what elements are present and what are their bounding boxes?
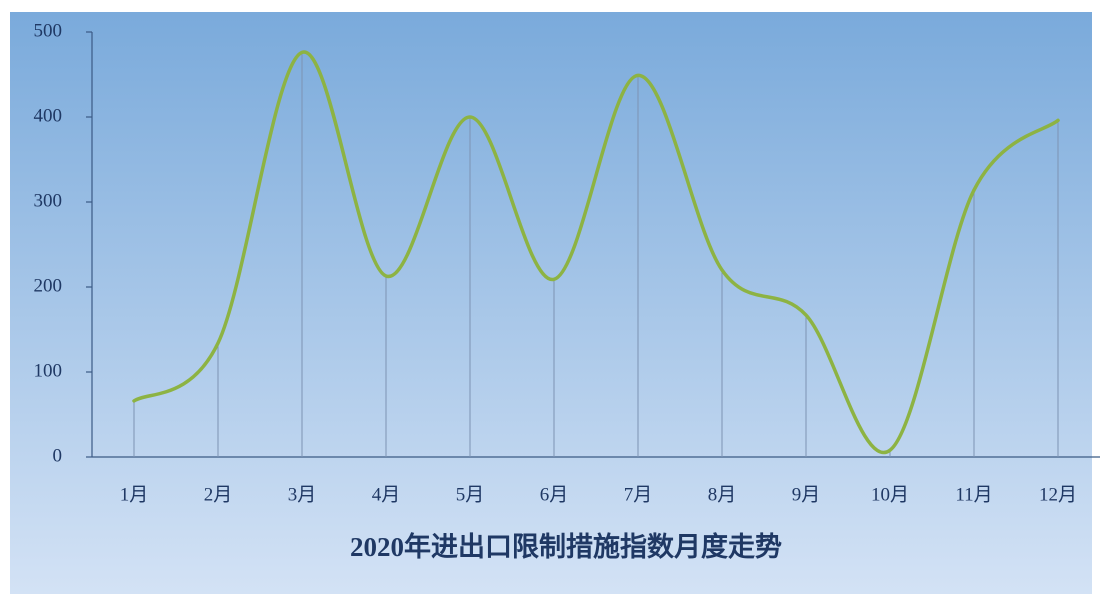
chart-background bbox=[10, 12, 1092, 594]
x-tick-label: 11月 bbox=[955, 484, 992, 505]
x-tick-label: 3月 bbox=[288, 484, 317, 505]
y-tick-label: 100 bbox=[34, 360, 63, 381]
x-tick-label: 1月 bbox=[120, 484, 149, 505]
x-tick-label: 7月 bbox=[624, 484, 653, 505]
y-tick-label: 400 bbox=[34, 105, 63, 126]
y-tick-label: 500 bbox=[34, 20, 63, 41]
series-line bbox=[132, 50, 1060, 455]
x-tick-label: 9月 bbox=[792, 484, 821, 505]
y-tick-label: 0 bbox=[53, 445, 63, 466]
chart-title: 2020年进出口限制措施指数月度走势 bbox=[350, 531, 782, 562]
x-tick-label: 10月 bbox=[871, 484, 909, 505]
x-tick-label: 6月 bbox=[540, 484, 569, 505]
y-tick-label: 300 bbox=[34, 190, 63, 211]
x-tick-label: 12月 bbox=[1039, 484, 1077, 505]
x-tick-label: 4月 bbox=[372, 484, 401, 505]
x-tick-label: 8月 bbox=[708, 484, 737, 505]
x-tick-label: 5月 bbox=[456, 484, 485, 505]
x-tick-label: 2月 bbox=[204, 484, 233, 505]
y-tick-label: 200 bbox=[34, 275, 63, 296]
